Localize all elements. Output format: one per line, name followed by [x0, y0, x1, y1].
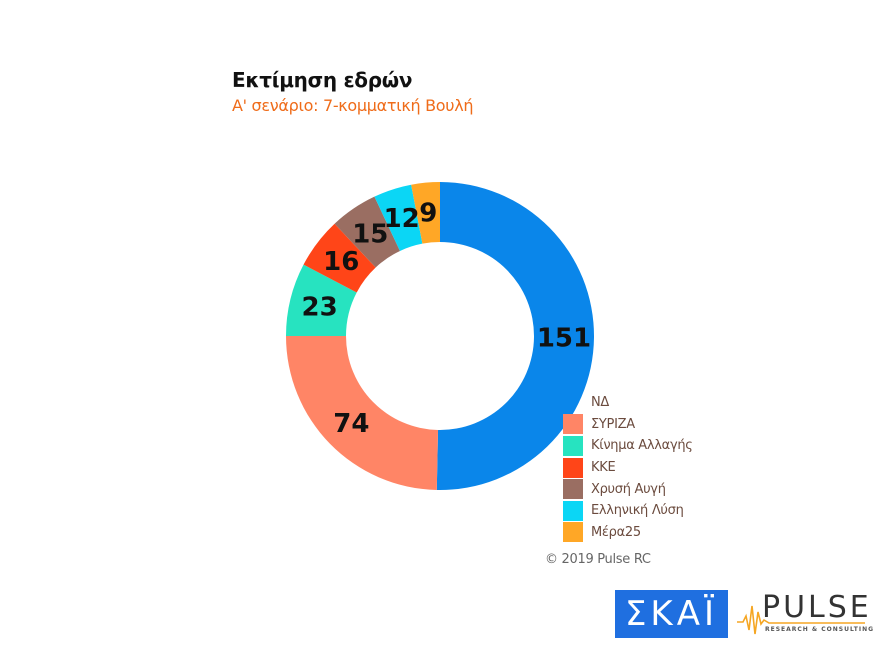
donut-segment-kke [303, 223, 376, 293]
legend-swatch [563, 500, 583, 521]
segment-value-label: 74 [333, 409, 369, 439]
legend-item-mera25: Μέρα25 [563, 522, 693, 544]
donut-segment-kinal [286, 264, 357, 336]
donut-segment-nd [436, 182, 594, 490]
legend-swatch [563, 435, 583, 456]
legend-swatch [563, 522, 583, 543]
segment-value-label: 151 [537, 323, 591, 353]
segment-value-label: 9 [419, 199, 437, 229]
legend-label: Ελληνική Λύση [591, 503, 684, 519]
segment-value-label: 16 [323, 247, 359, 277]
donut-segment-chrysi-avgi [334, 196, 400, 268]
pulse-tagline: RESEARCH & CONSULTING [765, 626, 875, 633]
segment-value-label: 23 [301, 292, 337, 322]
chart-subtitle: Α' σενάριο: 7-κομματική Βουλή [232, 96, 474, 115]
legend-swatch [563, 457, 583, 478]
pulse-logo: PULSE RESEARCH & CONSULTING [735, 590, 875, 638]
legend-swatch [563, 479, 583, 500]
legend-label: ΣΥΡΙΖΑ [591, 416, 635, 432]
legend-label: Κίνημα Αλλαγής [591, 438, 693, 454]
donut-segment-mera25 [411, 182, 440, 244]
heartbeat-icon [737, 605, 865, 635]
segment-value-label: 12 [384, 204, 420, 234]
legend-swatch [563, 414, 583, 435]
legend-item-elliniki-lysi: Ελληνική Λύση [563, 500, 693, 522]
segment-value-label: 15 [352, 219, 388, 249]
legend-item-kinal: Κίνημα Αλλαγής [563, 435, 693, 457]
donut-segment-syriza [286, 336, 439, 490]
legend-item-kke: ΚΚΕ [563, 457, 693, 479]
legend-item-chrysi-avgi: Χρυσή Αυγή [563, 478, 693, 500]
pulse-wordmark: PULSE [762, 590, 872, 625]
donut-segment-elliniki-lysi [374, 184, 423, 251]
legend-item-nd: ΝΔ [563, 392, 693, 414]
legend-label: Χρυσή Αυγή [591, 481, 666, 497]
legend-item-syriza: ΣΥΡΙΖΑ [563, 414, 693, 436]
legend-label: ΚΚΕ [591, 460, 616, 476]
copyright-notice: © 2019 Pulse RC [545, 552, 651, 567]
legend: ΝΔ ΣΥΡΙΖΑ Κίνημα Αλλαγής ΚΚΕ Χρυσή Αυγή … [563, 392, 693, 543]
chart-title: Εκτίμηση εδρών [232, 68, 413, 92]
skai-logo-text: ΣΚΑΪ [624, 594, 719, 634]
legend-label: Μέρα25 [591, 524, 641, 540]
legend-label: ΝΔ [591, 395, 610, 411]
skai-logo: ΣΚΑΪ [615, 590, 728, 638]
legend-swatch [563, 393, 583, 413]
